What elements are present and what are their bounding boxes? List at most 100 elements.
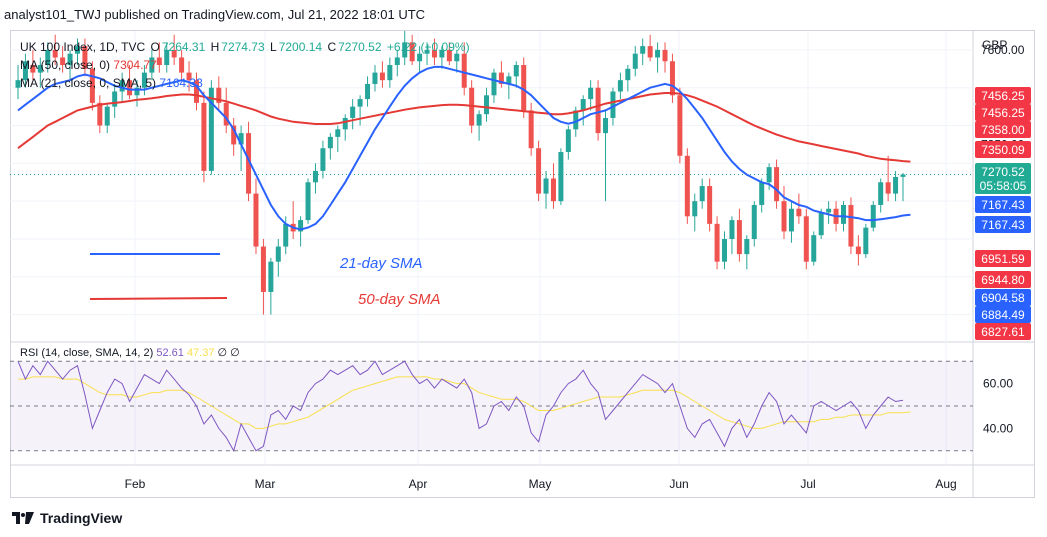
candle-body	[104, 106, 110, 126]
rsi-ma-line	[18, 376, 911, 429]
price-tag-label: 7456.25	[981, 89, 1025, 103]
candle-body	[781, 201, 787, 232]
candle-body	[729, 220, 735, 239]
annotation-50-day-sma: 50-day SMA	[358, 291, 441, 308]
candle-body	[662, 49, 668, 62]
candle-body	[588, 87, 594, 100]
candle-body	[52, 49, 58, 58]
price-tag-label: 7358.00	[981, 123, 1025, 137]
candle-body	[372, 72, 378, 84]
price-tag: 6884.49	[975, 306, 1031, 323]
month-label: Feb	[125, 477, 146, 491]
price-tag-label: 05:58:05	[980, 179, 1027, 193]
candle-body	[625, 68, 631, 81]
ma21-value: 7164.33	[159, 76, 203, 90]
ma50-legend[interactable]: MA (50, close, 0) 7304.77	[20, 58, 157, 72]
month-label: Aug	[935, 477, 956, 491]
candle-body	[417, 53, 423, 62]
high-value: 7274.73	[221, 40, 265, 54]
candle-body	[498, 72, 504, 84]
price-tag-bg	[975, 163, 1031, 180]
candle-body	[431, 49, 437, 58]
candle-body	[558, 152, 564, 202]
candle-body	[112, 91, 118, 107]
candle-body	[454, 53, 460, 62]
candle-body	[580, 99, 586, 111]
candle-body	[900, 174, 906, 177]
price-tag-bg	[975, 87, 1031, 104]
candle-body	[402, 42, 408, 58]
sma21-line	[17, 65, 911, 231]
price-tag: 6944.80	[975, 271, 1031, 288]
candle-body	[446, 49, 452, 62]
candle-body	[870, 204, 876, 228]
open-label: O	[150, 40, 160, 54]
candle-body	[826, 208, 832, 213]
price-tag-label: 7167.43	[981, 198, 1025, 212]
price-tag: 6904.58	[975, 289, 1031, 306]
candle-body	[246, 133, 252, 194]
candle-body	[744, 238, 750, 255]
rsi-label: RSI (14, close, SMA, 14, 2)	[20, 347, 154, 359]
candle-body	[89, 68, 95, 103]
rsi-extra: ∅ ∅	[217, 347, 240, 359]
price-tag: 6827.61	[975, 323, 1031, 340]
candle-body	[617, 80, 623, 92]
month-label: May	[529, 477, 552, 491]
candle-body	[268, 261, 274, 292]
candle-body	[238, 133, 244, 145]
price-tag-bg	[975, 196, 1031, 213]
price-tag-label: 6944.80	[981, 273, 1025, 287]
price-tag: 6951.59	[975, 250, 1031, 267]
candle-body	[97, 102, 103, 126]
candle-body	[550, 178, 556, 202]
candle-body	[223, 102, 229, 126]
candle-body	[677, 95, 683, 156]
candle-body	[342, 117, 348, 130]
candle-body	[699, 186, 705, 202]
rsi-legend[interactable]: RSI (14, close, SMA, 14, 2) 52.61 47.37 …	[20, 346, 240, 359]
candle-body	[30, 65, 36, 73]
candle-body	[320, 148, 326, 171]
candle-body	[536, 148, 542, 194]
candle-body	[312, 170, 318, 183]
candle-body	[893, 176, 899, 194]
candle-body	[811, 235, 817, 262]
candle-body	[640, 46, 646, 54]
candle-body	[424, 49, 430, 54]
currency-label: GBP	[982, 38, 1008, 52]
symbol-label[interactable]: UK 100 Index, 1D, TVC	[20, 40, 146, 54]
candle-body	[647, 46, 653, 58]
candle-body	[759, 182, 765, 205]
tradingview-footer[interactable]: TradingView	[12, 510, 122, 526]
price-tag-label: 6904.58	[981, 291, 1025, 305]
candle-body	[127, 80, 133, 96]
candle-body	[848, 204, 854, 247]
candle-body	[350, 106, 356, 118]
candle-body	[365, 83, 371, 100]
candle-body	[171, 49, 177, 58]
rsi-tick-label: 60.00	[983, 377, 1013, 391]
candle-body	[707, 186, 713, 224]
candle-body	[803, 216, 809, 262]
ohlc-legend: UK 100 Index, 1D, TVC O 7264.31 H 7274.73 …	[20, 40, 472, 54]
candle-body	[260, 246, 266, 292]
price-tag: 7167.43	[975, 216, 1031, 233]
candle-body	[751, 204, 757, 239]
price-tag: 7358.00	[975, 121, 1031, 138]
ma21-legend[interactable]: MA (21, close, 0, SMA, 5) 7164.33	[20, 76, 203, 90]
month-label: Jul	[800, 477, 815, 491]
candle-body	[305, 182, 311, 221]
month-label: Jun	[669, 477, 688, 491]
rsi-value: 52.61	[156, 347, 184, 359]
candle-body	[193, 80, 199, 103]
candle-body	[885, 182, 891, 194]
close-label: C	[327, 40, 337, 54]
price-tag-bg	[975, 141, 1031, 158]
candle-body	[283, 223, 289, 247]
candle-body	[298, 220, 304, 232]
tradingview-logo-icon	[12, 512, 34, 524]
candle-body	[439, 49, 445, 58]
candle-body	[179, 57, 185, 73]
